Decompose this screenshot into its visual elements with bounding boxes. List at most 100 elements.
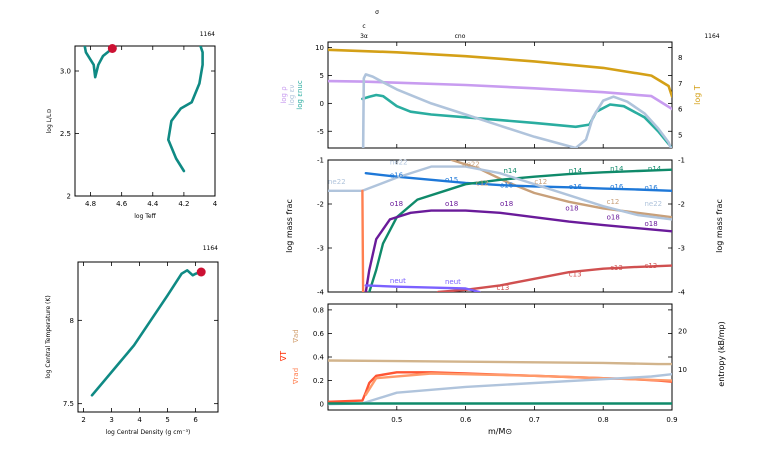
top-y2tick-label: 7	[678, 80, 682, 88]
center-ytick-label: 8	[70, 317, 74, 325]
mid-species-label: o18	[607, 213, 620, 221]
mid-ytick-label: -2	[317, 201, 324, 209]
mid-species-label: ne22	[462, 161, 480, 169]
hr-track	[83, 46, 204, 173]
hr-ytick-label: 2.5	[60, 130, 71, 138]
hr-frame	[74, 45, 216, 197]
top-burn-label: σ	[375, 9, 379, 16]
mid-species-label: o16	[610, 183, 624, 191]
top-series-line	[328, 79, 672, 111]
bottom-ytick-label: 0.2	[313, 377, 324, 385]
top-ylabel-left: log εν	[288, 85, 296, 106]
center-current-marker	[196, 267, 206, 277]
center-xtick-label: 4	[137, 416, 142, 424]
bottom-xtick-label: 0.5	[391, 416, 402, 424]
mid-abundance-line	[436, 264, 672, 292]
top-burn-label: 3α	[360, 33, 368, 40]
top-burn-label: c	[362, 23, 365, 30]
center-xlabel: log Central Density (g cm⁻³)	[106, 429, 191, 436]
hr-ylabel: log L/L⊙	[46, 109, 53, 134]
mid-species-label: c12	[534, 178, 547, 186]
hr-xtick-label: 4.8	[85, 200, 96, 208]
bottom-xtick-label: 0.9	[666, 416, 677, 424]
center-xtick-label: 6	[193, 416, 198, 424]
bottom-y2tick-label: 20	[678, 327, 687, 335]
hr-xlabel: log Teff	[134, 213, 156, 220]
bottom-y2tick-label: 10	[678, 366, 687, 374]
mid-species-label: n14	[569, 167, 583, 175]
mid-species-label: ne22	[390, 158, 408, 166]
mid-species-label: o18	[644, 220, 657, 228]
mid-species-label: o18	[445, 200, 458, 208]
mid-species-label: o18	[390, 200, 403, 208]
hr-ytick-label: 3.0	[60, 68, 71, 76]
hr-xtick-label: 4.2	[178, 200, 189, 208]
mid-species-label: o18	[565, 205, 578, 213]
mid-ytick-right-label: -3	[678, 245, 685, 253]
mid-species-label: c13	[644, 262, 657, 270]
top-burn-label: cno	[455, 33, 466, 40]
top-ylabel-left: log εnuc	[296, 80, 304, 110]
mid-frame	[327, 159, 673, 293]
bottom-xtick-label: 0.8	[598, 416, 609, 424]
mid-ytick-right-label: -4	[678, 289, 686, 297]
mid-species-label: c12	[607, 198, 620, 206]
bottom-ytick-label: 0.8	[313, 306, 324, 314]
center-frame	[77, 261, 219, 413]
top-y2tick-label: 6	[678, 106, 683, 114]
top-y2tick-label: 5	[678, 132, 682, 140]
mid-species-label: o16	[569, 183, 583, 191]
bottom-frame	[327, 303, 673, 411]
mid-ytick-label: -4	[317, 289, 325, 297]
top-ylabel-right: log T	[693, 85, 702, 105]
top-ytick-label: 5	[320, 72, 324, 80]
mid-ylabel-right: log mass frac	[715, 199, 724, 253]
center-xtick-label: 3	[109, 416, 113, 424]
top-ylabel-left: log ρ	[280, 86, 288, 104]
hr-xtick-label: 4	[213, 200, 218, 208]
mid-ylabel-left: log mass frac	[285, 199, 294, 253]
mid-species-label: neut	[445, 278, 461, 286]
mid-species-label: n14	[648, 165, 662, 173]
top-ytick-label: 10	[315, 44, 324, 52]
center-xtick-label: 2	[81, 416, 85, 424]
bottom-xtick-label: 0.6	[460, 416, 472, 424]
mid-species-label: o16	[644, 184, 658, 192]
center-ylabel: log Central Temperature (K)	[45, 295, 52, 378]
mid-species-label: n14	[610, 165, 624, 173]
bottom-ylabel-grad-ad: ∇ad	[292, 329, 300, 343]
mid-species-label: ne22	[644, 200, 662, 208]
bottom-ylabel-grad-t: ∇T	[279, 351, 288, 362]
mid-species-label: ne22	[328, 178, 346, 186]
hr-corner-label: 1164	[200, 31, 215, 38]
top-corner-label: 1164	[704, 33, 719, 40]
hr-xtick-label: 4.4	[147, 200, 159, 208]
bottom-ylabel-right: entropy (kB/mp)	[717, 321, 726, 386]
center-ytick-label: 7.5	[63, 400, 74, 408]
hr-ytick-label: 2	[67, 193, 71, 201]
mid-species-label: c13	[497, 284, 510, 292]
mid-abundance-line	[361, 189, 365, 292]
center-corner-label: 1164	[203, 245, 218, 252]
mid-abundance-line	[368, 168, 672, 292]
mid-species-label: neut	[390, 277, 406, 285]
top-series-line	[328, 48, 672, 98]
mid-ytick-right-label: -1	[678, 157, 685, 165]
bottom-ylabel-grad-rad: ∇rad	[292, 368, 300, 385]
bottom-xlabel: m/M⊙	[488, 427, 512, 436]
bottom-ytick-label: 0.6	[313, 330, 325, 338]
bottom-series-line	[328, 359, 672, 366]
mid-abundance-line	[364, 209, 672, 292]
hr-current-marker	[107, 44, 117, 53]
bottom-series-line	[328, 373, 672, 406]
bottom-ytick-label: 0	[320, 401, 324, 409]
top-ytick-label: -5	[317, 128, 324, 136]
bottom-series-line	[364, 372, 672, 396]
top-ytick-label: 0	[320, 100, 324, 108]
top-series-line	[361, 93, 672, 148]
bottom-xtick-label: 0.7	[529, 416, 540, 424]
mid-abundance-line	[364, 171, 672, 193]
hr-xtick-label: 4.6	[116, 200, 128, 208]
center-xtick-label: 5	[165, 416, 169, 424]
